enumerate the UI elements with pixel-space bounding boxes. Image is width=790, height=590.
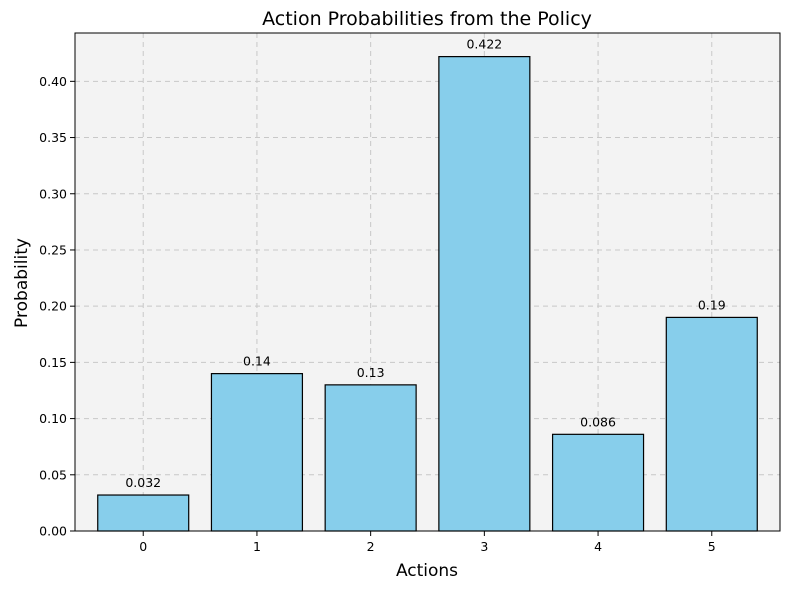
plot-area [75, 33, 780, 531]
plot-frame [74, 32, 781, 532]
y-axis-label: Probability [12, 238, 32, 328]
x-axis-ticks: 0 1 2 3 4 5 [139, 531, 716, 554]
data-label: 0.422 [466, 37, 502, 52]
y-tick-label: 0.05 [39, 467, 67, 482]
y-tick-label: 0.10 [39, 411, 67, 426]
data-label: 0.14 [243, 354, 271, 369]
x-tick-label: 3 [480, 539, 488, 554]
y-tick-label: 0.25 [39, 242, 67, 257]
data-labels: 0.032 0.14 0.13 0.422 0.086 0.19 [125, 37, 725, 490]
bar-action-5 [665, 316, 758, 532]
data-label: 0.086 [580, 414, 616, 429]
bar-action-1 [210, 373, 304, 532]
x-tick-label: 0 [139, 539, 147, 554]
x-tick-label: 2 [367, 539, 375, 554]
data-label: 0.19 [698, 297, 726, 312]
data-label: 0.13 [357, 365, 385, 380]
x-tick-label: 5 [708, 539, 716, 554]
y-tick-label: 0.00 [39, 524, 67, 539]
x-tick-label: 4 [594, 539, 602, 554]
bar-action-2 [324, 384, 417, 532]
x-tick-label: 1 [253, 539, 261, 554]
bar-action-0 [97, 494, 190, 532]
y-tick-label: 0.15 [39, 355, 67, 370]
data-label: 0.032 [125, 475, 161, 490]
y-tick-label: 0.40 [39, 74, 67, 89]
bars [97, 56, 758, 532]
bar-action-4 [551, 433, 645, 532]
bar-action-3 [438, 56, 531, 532]
y-tick-label: 0.20 [39, 299, 67, 314]
y-axis-ticks: 0.00 0.05 0.10 0.15 0.20 0.25 0.30 0.35 0.40 [39, 74, 75, 539]
y-tick-label: 0.35 [39, 130, 67, 145]
x-axis-label: Actions [396, 561, 458, 581]
chart-title: Action Probabilities from the Policy [262, 8, 592, 30]
y-tick-label: 0.30 [39, 186, 67, 201]
